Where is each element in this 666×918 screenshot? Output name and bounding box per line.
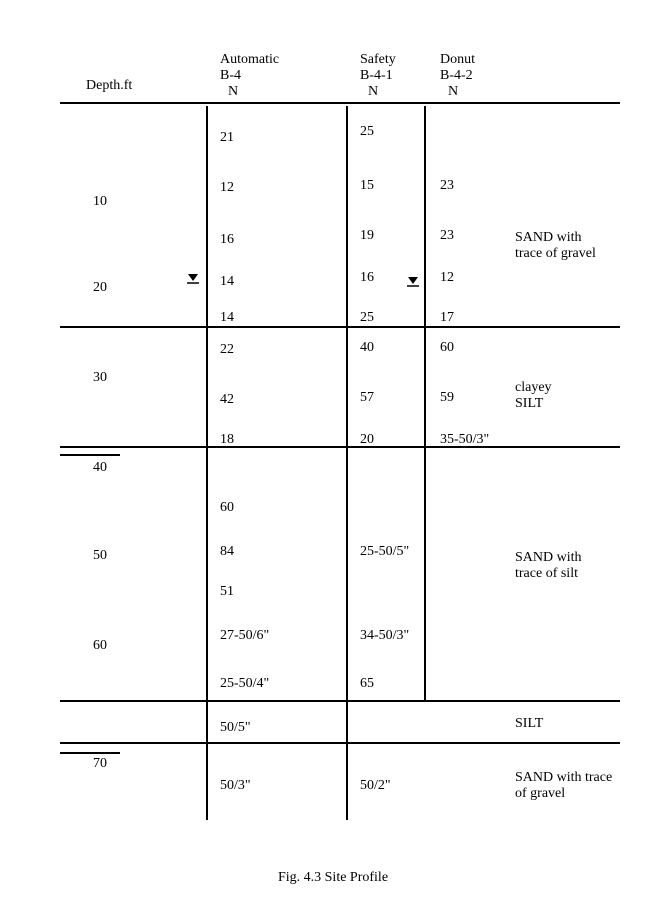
n-value-b41: 20 [360,432,374,448]
n-value-b42: 17 [440,310,454,326]
soil-description: clayey [515,380,552,396]
figure-caption: Fig. 4.3 Site Profile [0,870,666,886]
n-value-b41: 57 [360,390,374,406]
soil-description: of gravel [515,786,565,802]
soil-description: SAND with [515,550,582,566]
n-value-b4: 14 [220,310,234,326]
depth-tick: 30 [93,370,107,386]
n-value-b4: 25-50/4" [220,676,269,692]
n-value-b4: 50/3" [220,778,251,794]
n-value-b42: 35-50/3" [440,432,489,448]
n-value-b4: 18 [220,432,234,448]
header-col-bot: N [228,84,238,100]
header-col-mid: B-4-1 [360,68,393,84]
n-value-b4: 60 [220,500,234,516]
soil-description: SILT [515,716,543,732]
soil-description: SILT [515,396,543,412]
soil-description: SAND with trace [515,770,612,786]
vline-b4 [206,106,208,820]
n-value-b41: 25 [360,124,374,140]
n-value-b41: 19 [360,228,374,244]
n-value-b41: 25-50/5" [360,544,409,560]
soil-description: trace of gravel [515,246,596,262]
rule-layer2 [60,446,620,448]
depth-tick: 40 [93,460,107,476]
n-value-b4: 22 [220,342,234,358]
n-value-b42: 23 [440,228,454,244]
tick-70 [60,752,120,754]
header-depth: Depth.ft [86,78,132,94]
n-value-b4: 84 [220,544,234,560]
depth-tick: 70 [93,756,107,772]
n-value-b41: 16 [360,270,374,286]
header-col-mid: B-4-2 [440,68,473,84]
n-value-b42: 12 [440,270,454,286]
n-value-b41: 15 [360,178,374,194]
depth-tick: 10 [93,194,107,210]
n-value-b4: 50/5" [220,720,251,736]
n-value-b4: 21 [220,130,234,146]
n-value-b41: 50/2" [360,778,391,794]
rule-layer1 [60,326,620,328]
n-value-b4: 51 [220,584,234,600]
water-table-icon [186,272,200,291]
n-value-b41: 65 [360,676,374,692]
n-value-b4: 14 [220,274,234,290]
n-value-b42: 60 [440,340,454,356]
n-value-b41: 34-50/3" [360,628,409,644]
header-col-top: Safety [360,52,396,68]
soil-description: SAND with [515,230,582,246]
header-col-top: Donut [440,52,475,68]
header-col-mid: B-4 [220,68,241,84]
vline-b41 [346,106,348,820]
n-value-b42: 23 [440,178,454,194]
n-value-b4: 42 [220,392,234,408]
n-value-b42: 59 [440,390,454,406]
n-value-b4: 12 [220,180,234,196]
soil-description: trace of silt [515,566,578,582]
rule-top [60,102,620,104]
n-value-b4: 27-50/6" [220,628,269,644]
tick-40 [60,454,120,456]
depth-tick: 50 [93,548,107,564]
rule-layer3 [60,700,620,702]
n-value-b4: 16 [220,232,234,248]
vline-b42 [424,106,426,700]
water-table-icon [406,275,420,294]
depth-tick: 60 [93,638,107,654]
n-value-b41: 25 [360,310,374,326]
header-col-bot: N [448,84,458,100]
rule-layer4 [60,742,620,744]
header-col-top: Automatic [220,52,279,68]
depth-tick: 20 [93,280,107,296]
n-value-b41: 40 [360,340,374,356]
header-col-bot: N [368,84,378,100]
